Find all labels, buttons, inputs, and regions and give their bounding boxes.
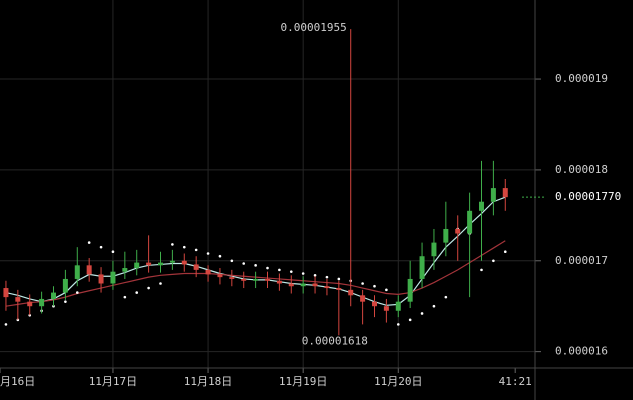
sar-dot: [492, 259, 495, 263]
candle-body: [134, 262, 140, 269]
candle-body: [336, 288, 342, 290]
y-tick-label: 0.000018: [555, 163, 608, 176]
candle-body: [419, 256, 425, 279]
candle-body: [443, 228, 449, 243]
sar-dot: [194, 248, 198, 252]
candle-body: [27, 301, 33, 307]
candle-body: [253, 278, 259, 281]
x-tick-label: 41:21: [499, 375, 532, 388]
candle-body: [146, 262, 152, 266]
candle-body: [193, 264, 199, 270]
candle-body: [241, 278, 247, 281]
sar-dot: [182, 245, 186, 249]
candle-body: [372, 301, 377, 307]
candle-body: [455, 228, 461, 234]
y-tick-label: 0.000019: [555, 72, 608, 85]
sar-dot: [361, 282, 364, 285]
candle-body: [86, 265, 92, 275]
sar-dot: [432, 304, 436, 308]
sar-dot: [385, 288, 388, 292]
sar-dot: [480, 268, 483, 272]
candle-body: [288, 283, 294, 287]
candle-body: [98, 274, 104, 284]
y-tick-label: 0.000017: [555, 254, 608, 267]
sar-dot: [313, 274, 317, 277]
candle-body: [169, 260, 175, 263]
sar-dot: [444, 295, 448, 299]
sar-dot: [111, 250, 115, 253]
candle-body: [229, 277, 235, 279]
sar-dot: [254, 264, 257, 267]
sar-dot: [337, 277, 341, 281]
candle-body: [62, 278, 68, 293]
candle-body: [383, 306, 389, 311]
sar-dot: [325, 275, 329, 279]
x-tick-label: 月16日: [0, 375, 35, 388]
sar-dot: [242, 262, 246, 265]
sar-dot: [289, 270, 293, 273]
sar-dot: [278, 268, 281, 272]
candle-body: [312, 283, 318, 287]
sar-dot: [171, 243, 174, 246]
sar-dot: [218, 254, 222, 258]
candle-body: [395, 301, 401, 311]
sar-dot: [206, 252, 210, 255]
sar-dot: [99, 245, 103, 249]
candle-body: [276, 280, 282, 284]
candle-body: [74, 265, 80, 279]
x-tick-label: 11月19日: [279, 375, 328, 388]
candle-body: [15, 297, 21, 302]
price-annotation: 0.00001955: [280, 21, 346, 34]
last-price-label: 0.00001770: [555, 190, 621, 203]
sar-dot: [64, 300, 67, 303]
sar-dot: [408, 318, 412, 322]
candle-body: [3, 288, 9, 298]
candle-body: [431, 242, 437, 257]
sar-dot: [420, 312, 424, 315]
candle-body: [205, 269, 211, 275]
sar-dot: [230, 259, 234, 263]
candle-body: [348, 289, 354, 296]
sar-dot: [4, 323, 8, 326]
sar-dot: [147, 286, 150, 290]
sar-dot: [301, 272, 305, 275]
candle-body: [467, 210, 473, 234]
candle-body: [502, 188, 508, 198]
candle-body: [110, 271, 116, 284]
x-tick-label: 11月20日: [374, 375, 423, 388]
candle-body: [39, 298, 45, 307]
price-annotation: 0.00001618: [302, 334, 368, 347]
candle-body: [490, 188, 496, 202]
candle-body: [265, 278, 270, 281]
candle-body: [122, 268, 128, 272]
sar-dot: [396, 323, 400, 326]
sar-dot: [135, 291, 139, 294]
candle-body: [324, 286, 330, 289]
sar-dot: [503, 250, 507, 253]
candle-body: [479, 201, 484, 211]
x-tick-label: 11月17日: [89, 375, 138, 388]
sar-dot: [75, 291, 79, 294]
candle-body: [158, 262, 163, 266]
candle-body: [181, 260, 187, 265]
candle-body: [51, 292, 56, 299]
sar-dot: [87, 241, 91, 244]
candle-body: [407, 278, 413, 302]
sar-dot: [123, 295, 127, 299]
y-tick-label: 0.000016: [555, 345, 608, 358]
candle-body: [360, 295, 366, 302]
sar-dot: [373, 284, 376, 288]
candle-body: [217, 274, 223, 278]
ma-line: [5, 196, 506, 306]
candle-body: [300, 283, 306, 287]
sar-dot: [159, 282, 162, 285]
sar-dot: [266, 266, 269, 270]
x-tick-label: 11月18日: [184, 375, 233, 388]
